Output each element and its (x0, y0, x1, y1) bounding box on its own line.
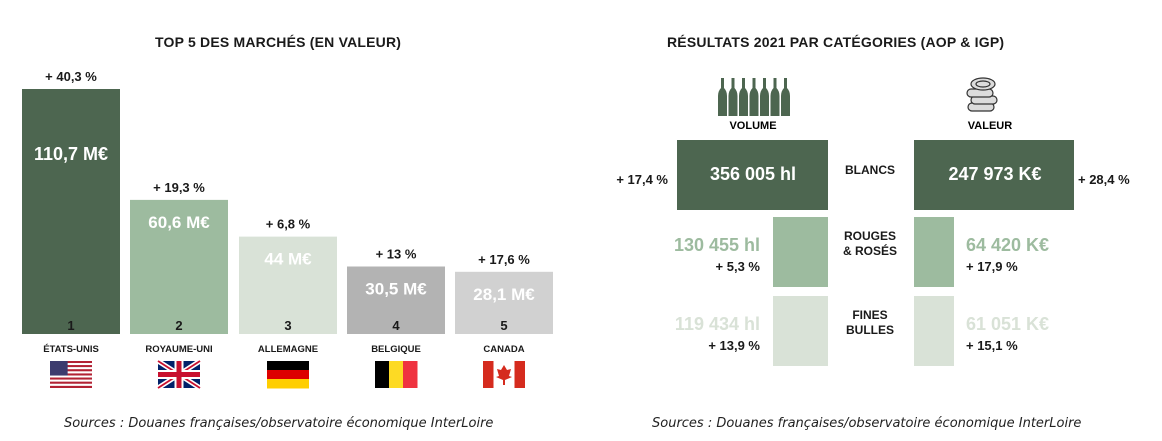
volume-label: VOLUME (729, 120, 776, 132)
volume-value-label: 130 455 hl (674, 235, 760, 255)
category-label: BELGIQUE (371, 344, 421, 355)
uk-flag (156, 358, 202, 391)
categories-chart: VOLUME VALEUR 356 005 hl 247 973 K€ + 17,4… (616, 77, 1130, 366)
valeur-growth-label: + 28,4 % (1078, 172, 1130, 187)
category-label: & ROSÉS (843, 243, 897, 258)
volume-bar (773, 296, 828, 366)
bar (239, 236, 337, 334)
left-source: Sources : Douanes françaises/observatoir… (64, 416, 494, 431)
volume-bar (773, 217, 828, 287)
rank-label: 2 (175, 318, 182, 333)
value-label: 28,1 M€ (473, 285, 535, 304)
left-chart-title: TOP 5 DES MARCHÉS (EN VALEUR) (155, 34, 402, 50)
category-label: BLANCS (845, 163, 895, 177)
bar (347, 266, 445, 334)
rank-label: 3 (284, 318, 291, 333)
volume-value-label: 119 434 hl (675, 314, 760, 334)
valeur-growth-label: + 15,1 % (966, 338, 1018, 353)
value-label: 110,7 M€ (34, 144, 108, 164)
growth-label: + 6,8 % (266, 217, 311, 232)
valeur-bar (914, 296, 954, 366)
volume-bar (677, 140, 828, 210)
category-label: ROYAUME-UNI (145, 344, 212, 355)
valeur-growth-label: + 17,9 % (966, 259, 1018, 274)
bar (455, 271, 553, 334)
bar (130, 199, 228, 334)
growth-label: + 17,6 % (478, 252, 530, 267)
volume-growth-label: + 5,3 % (716, 259, 761, 274)
volume-growth-label: + 17,4 % (616, 172, 668, 187)
coins-icon (966, 77, 998, 112)
rank-label: 4 (392, 318, 400, 333)
value-label: 30,5 M€ (365, 279, 427, 298)
valeur-bar (914, 140, 1074, 210)
rank-label: 5 (500, 318, 507, 333)
valeur-bar (914, 217, 954, 287)
rank-label: 1 (67, 318, 74, 333)
value-label: 60,6 M€ (148, 213, 210, 232)
growth-label: + 19,3 % (153, 180, 205, 195)
right-chart-title: RÉSULTATS 2021 PAR CATÉGORIES (AOP & IGP… (667, 34, 1005, 50)
growth-label: + 13 % (376, 246, 417, 261)
valeur-value-label: 64 420 K€ (966, 235, 1049, 255)
category-label: ROUGES (844, 229, 896, 243)
valeur-value-label: 61 051 K€ (966, 314, 1049, 334)
category-label: ALLEMAGNE (258, 344, 318, 355)
valeur-value-label: 247 973 K€ (948, 164, 1041, 184)
category-label: BULLES (846, 323, 894, 337)
top-markets-chart: + 40,3 % 110,7 M€ 1 ÉTATS-UNIS + 19,3 % 60,6 … (22, 69, 553, 391)
volume-value-label: 356 005 hl (710, 164, 796, 184)
germany-flag (267, 361, 309, 389)
canada-flag (483, 361, 525, 388)
growth-label: + 40,3 % (45, 69, 97, 84)
category-label: CANADA (483, 344, 524, 355)
valeur-label: VALEUR (968, 120, 1012, 132)
belgium-flag (375, 361, 418, 388)
wine-bottles-icon (718, 78, 790, 116)
category-label: ÉTATS-UNIS (43, 344, 99, 355)
us-flag (50, 361, 92, 388)
volume-growth-label: + 13,9 % (708, 338, 760, 353)
value-label: 44 M€ (264, 250, 312, 269)
right-source: Sources : Douanes françaises/observatoir… (652, 416, 1082, 431)
category-label: FINES (852, 308, 887, 322)
bar (22, 89, 120, 334)
